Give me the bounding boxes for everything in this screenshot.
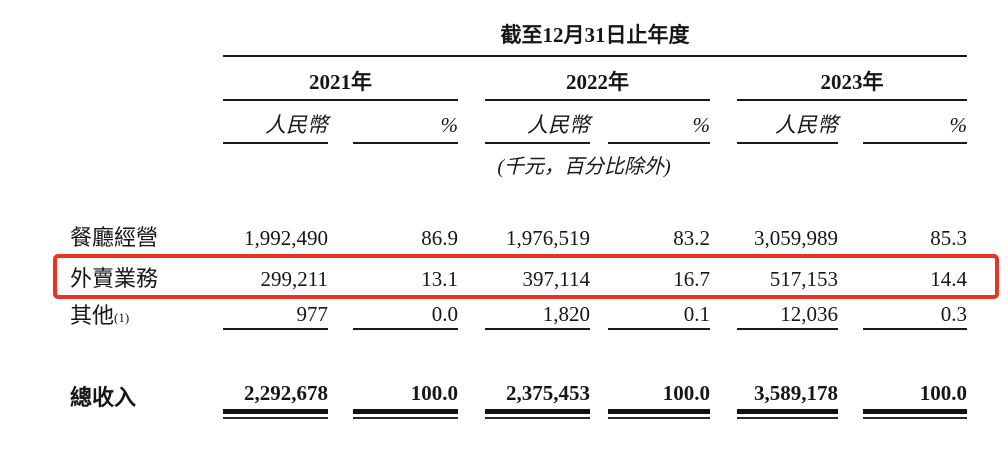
total-2022-pct: 100.0 xyxy=(608,372,710,414)
col-header-pct-2021: % xyxy=(353,101,458,144)
table-row-others: 其他 (1) 977 0.0 1,820 0.1 12,036 0.3 xyxy=(70,299,967,330)
value-2023-pct: 14.4 xyxy=(930,267,967,291)
unit-note: (千元，百分比除外) xyxy=(497,156,671,178)
value-2023-pct: 0.3 xyxy=(863,299,967,330)
table-row-total: 總收入 2,292,678 100.0 2,375,453 100.0 3,58… xyxy=(70,372,967,414)
value-2021-pct: 86.9 xyxy=(421,226,458,250)
row-label: 餐廳經營 xyxy=(70,219,223,257)
value-2022-rmb: 1,820 xyxy=(485,299,590,330)
value-2022-pct: 16.7 xyxy=(673,267,710,291)
year-header-2021: 2021年 xyxy=(223,57,458,101)
total-double-rule xyxy=(70,414,967,419)
year-header-row: 2021年 2022年 2023年 xyxy=(70,57,967,101)
double-rule-segment xyxy=(353,414,458,419)
table-header-period: 截至12月31日止年度 xyxy=(70,12,967,57)
total-2023-rmb: 3,589,178 xyxy=(737,372,838,414)
value-2023-rmb: 517,153 xyxy=(769,267,838,291)
year-header-2023: 2023年 xyxy=(737,57,967,101)
total-2021-pct: 100.0 xyxy=(353,372,458,414)
value-2023-rmb: 3,059,989 xyxy=(754,226,838,250)
value-2023-rmb: 12,036 xyxy=(737,299,838,330)
value-2021-rmb: 977 xyxy=(223,299,328,330)
double-rule-segment xyxy=(223,414,328,419)
double-rule-segment xyxy=(608,414,710,419)
total-label: 總收入 xyxy=(70,385,137,410)
row-label: 其他 (1) xyxy=(70,303,130,328)
period-title: 截至12月31日止年度 xyxy=(223,12,967,57)
row-label-text: 餐廳經營 xyxy=(70,225,159,250)
total-2021-rmb: 2,292,678 xyxy=(223,372,328,414)
value-2021-rmb: 1,992,490 xyxy=(244,226,328,250)
total-2023-pct: 100.0 xyxy=(863,372,967,414)
value-2023-pct: 85.3 xyxy=(930,226,967,250)
value-2021-rmb: 299,211 xyxy=(260,267,328,291)
value-2022-pct: 83.2 xyxy=(673,226,710,250)
table-row-restaurant: 餐廳經營 1,992,490 86.9 1,976,519 83.2 3,059… xyxy=(70,219,967,257)
value-2021-pct: 13.1 xyxy=(421,267,458,291)
spacer xyxy=(70,330,967,372)
year-header-2022: 2022年 xyxy=(485,57,710,101)
value-2022-rmb: 1,976,519 xyxy=(506,226,590,250)
value-2022-rmb: 397,114 xyxy=(522,267,590,291)
row-label-text: 其他 xyxy=(70,303,115,328)
double-rule-segment xyxy=(737,414,838,419)
table-row-delivery: 外賣業務 299,211 13.1 397,114 16.7 517,153 1… xyxy=(70,257,967,299)
value-2022-pct: 0.1 xyxy=(608,299,710,330)
value-2021-pct: 0.0 xyxy=(353,299,458,330)
row-label-text: 外賣業務 xyxy=(70,266,159,291)
col-header-pct-2022: % xyxy=(608,101,710,144)
spacer xyxy=(70,180,967,219)
unit-note-row: (千元，百分比除外) xyxy=(70,144,967,180)
total-2022-rmb: 2,375,453 xyxy=(485,372,590,414)
col-header-pct-2023: % xyxy=(863,101,967,144)
double-rule-segment xyxy=(485,414,590,419)
col-header-rmb-2021: 人民幣 xyxy=(223,101,328,144)
col-header-rmb-2023: 人民幣 xyxy=(737,101,838,144)
revenue-breakdown-table: 截至12月31日止年度 2021年 2022年 2023年 人民幣 % 人民幣 … xyxy=(70,12,967,419)
double-rule-segment xyxy=(863,414,967,419)
subheader-row: 人民幣 % 人民幣 % 人民幣 % xyxy=(70,101,967,144)
col-header-rmb-2022: 人民幣 xyxy=(485,101,590,144)
row-label: 外賣業務 xyxy=(70,257,223,299)
